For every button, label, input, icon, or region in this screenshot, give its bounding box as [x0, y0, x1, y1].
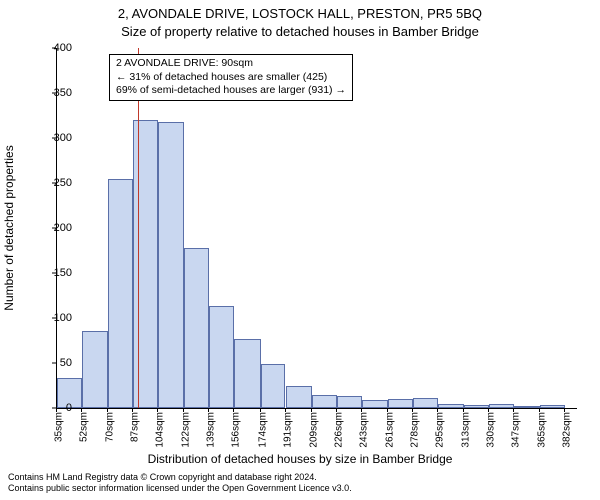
x-tick-label: 52sqm	[78, 412, 89, 442]
histogram-bar	[184, 248, 209, 408]
marker-line	[138, 48, 139, 408]
x-tick-label: 261sqm	[385, 412, 396, 448]
x-tick-label: 70sqm	[105, 412, 116, 442]
figure: 2, AVONDALE DRIVE, LOSTOCK HALL, PRESTON…	[0, 0, 600, 500]
histogram-bar	[158, 122, 184, 408]
x-tick-label: 330sqm	[486, 412, 497, 448]
y-tick-mark	[52, 228, 56, 229]
y-tick-mark	[52, 183, 56, 184]
chart-title-line2: Size of property relative to detached ho…	[0, 24, 600, 39]
x-tick-label: 174sqm	[257, 412, 268, 448]
plot-area: 2 AVONDALE DRIVE: 90sqm ← 31% of detache…	[56, 48, 577, 409]
histogram-bar	[108, 179, 133, 409]
x-tick-label: 104sqm	[155, 412, 166, 448]
x-tick-label: 365sqm	[537, 412, 548, 448]
x-tick-label: 139sqm	[206, 412, 217, 448]
x-axis-label: Distribution of detached houses by size …	[0, 452, 600, 466]
histogram-bar	[82, 331, 108, 408]
x-tick-label: 122sqm	[181, 412, 192, 448]
histogram-bar	[234, 339, 260, 408]
histogram-bar	[286, 386, 312, 409]
footer-line2: Contains public sector information licen…	[8, 483, 592, 494]
x-tick-label: 35sqm	[54, 412, 65, 442]
footer-line1: Contains HM Land Registry data © Crown c…	[8, 472, 592, 483]
histogram-bar	[438, 404, 464, 409]
x-tick-label: 209sqm	[308, 412, 319, 448]
x-tick-label: 191sqm	[282, 412, 293, 448]
x-tick-label: 156sqm	[231, 412, 242, 448]
y-tick-mark	[52, 93, 56, 94]
histogram-bar	[337, 396, 362, 408]
histogram-bar	[362, 400, 388, 408]
chart-title-line1: 2, AVONDALE DRIVE, LOSTOCK HALL, PRESTON…	[0, 6, 600, 21]
y-tick-mark	[52, 138, 56, 139]
histogram-bar	[514, 406, 540, 408]
histogram-bar	[413, 398, 438, 408]
x-tick-label: 313sqm	[461, 412, 472, 448]
histogram-bar	[388, 399, 413, 408]
histogram-bar	[489, 404, 514, 408]
x-tick-label: 382sqm	[562, 412, 573, 448]
annotation-box: 2 AVONDALE DRIVE: 90sqm ← 31% of detache…	[109, 54, 353, 101]
histogram-bar	[540, 405, 565, 408]
x-tick-label: 278sqm	[409, 412, 420, 448]
y-tick-mark	[52, 318, 56, 319]
x-tick-label: 226sqm	[333, 412, 344, 448]
histogram-bar	[209, 306, 234, 408]
footer-attribution: Contains HM Land Registry data © Crown c…	[8, 472, 592, 495]
annotation-line2: ← 31% of detached houses are smaller (42…	[116, 71, 346, 85]
histogram-bar	[464, 405, 489, 408]
x-tick-label: 347sqm	[511, 412, 522, 448]
x-tick-label: 295sqm	[434, 412, 445, 448]
y-tick-mark	[52, 273, 56, 274]
x-tick-label: 87sqm	[130, 412, 141, 442]
x-tick-label: 243sqm	[358, 412, 369, 448]
y-tick-mark	[52, 363, 56, 364]
y-axis-label: Number of detached properties	[2, 145, 16, 310]
histogram-bar	[261, 364, 286, 408]
y-tick-mark	[52, 48, 56, 49]
histogram-bar	[312, 395, 337, 409]
annotation-line3: 69% of semi-detached houses are larger (…	[116, 84, 346, 98]
annotation-line1: 2 AVONDALE DRIVE: 90sqm	[116, 57, 346, 71]
